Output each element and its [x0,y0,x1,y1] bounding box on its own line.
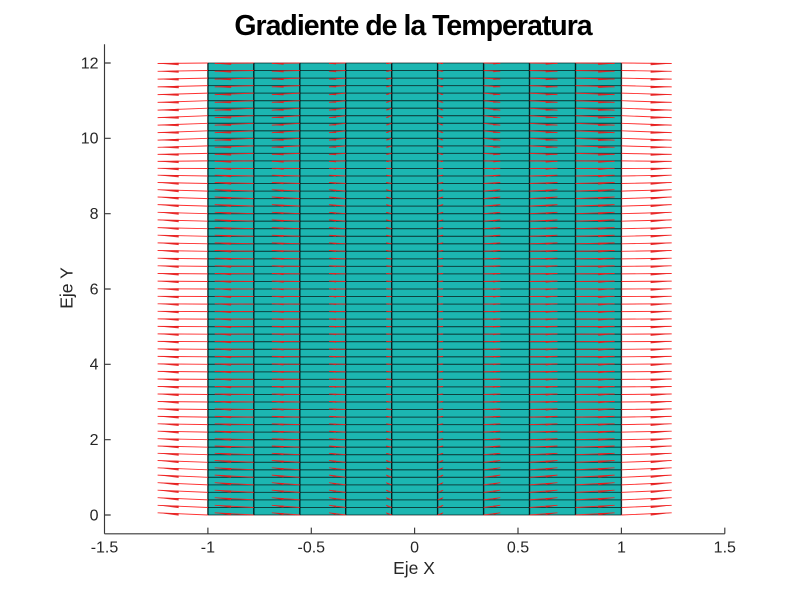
svg-text:0: 0 [90,507,99,524]
svg-text:Gradiente de la Temperatura: Gradiente de la Temperatura [234,10,593,42]
svg-text:2: 2 [90,432,99,449]
svg-text:1: 1 [617,540,626,557]
svg-text:-1: -1 [201,540,215,557]
svg-text:8: 8 [90,206,99,223]
svg-text:Eje Y: Eje Y [57,267,77,309]
svg-text:1.5: 1.5 [714,540,736,557]
svg-text:-0.5: -0.5 [298,540,326,557]
svg-text:0: 0 [410,540,419,557]
svg-text:0.5: 0.5 [507,540,529,557]
svg-text:-1.5: -1.5 [91,540,119,557]
svg-text:Eje X: Eje X [393,558,435,578]
svg-text:6: 6 [90,281,99,298]
svg-text:10: 10 [81,131,99,148]
svg-text:12: 12 [81,55,99,72]
svg-text:4: 4 [90,357,99,374]
